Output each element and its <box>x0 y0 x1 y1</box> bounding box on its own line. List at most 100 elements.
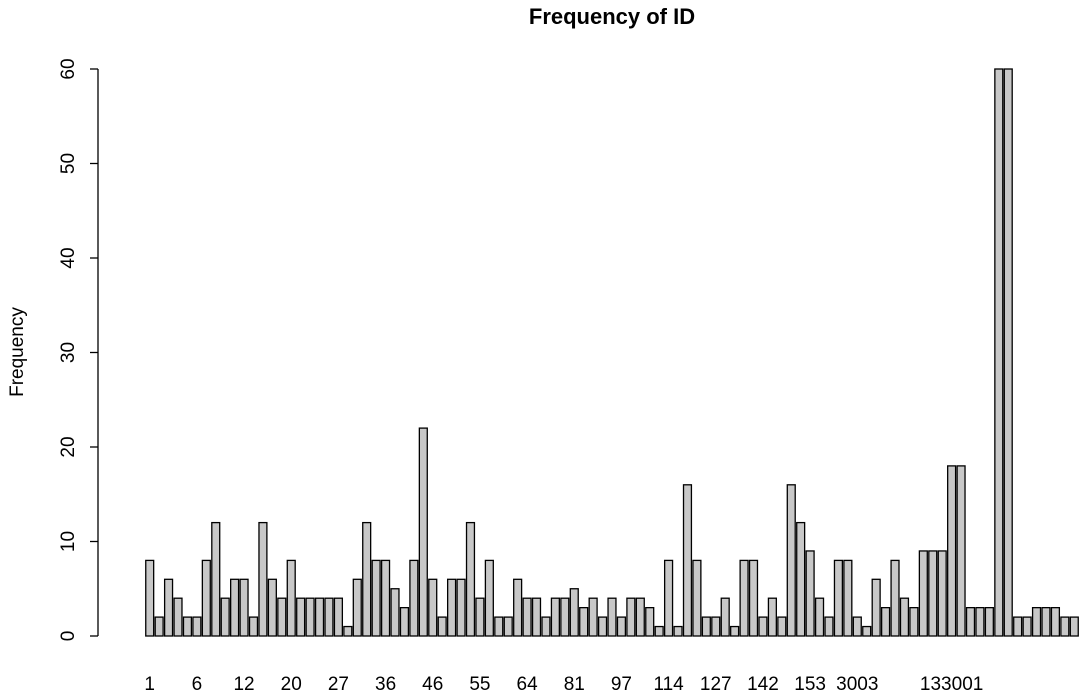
bar <box>258 521 268 637</box>
chart-title: Frequency of ID <box>529 4 695 29</box>
bar <box>1013 616 1023 637</box>
x-tick-label: 97 <box>611 674 632 695</box>
bar <box>475 597 485 637</box>
bar <box>663 559 674 637</box>
x-tick-label: 127 <box>700 674 732 695</box>
bar <box>494 616 504 637</box>
bar <box>843 559 853 637</box>
y-tick-label: 60 <box>58 58 79 79</box>
bar <box>880 607 891 637</box>
bar <box>550 597 560 637</box>
bar <box>390 588 400 637</box>
bar <box>928 550 938 637</box>
bar <box>220 597 230 637</box>
bar <box>296 597 306 637</box>
bar <box>824 616 834 637</box>
x-tick-label: 3003 <box>836 674 878 695</box>
bar <box>343 625 353 637</box>
x-tick-label: 6 <box>192 674 203 695</box>
bar <box>277 597 287 637</box>
bar <box>786 484 796 637</box>
bar <box>635 597 645 637</box>
bar <box>248 616 259 637</box>
bar <box>267 578 277 637</box>
bar <box>682 484 693 637</box>
y-tick-label: 10 <box>58 531 79 552</box>
bar <box>211 521 221 637</box>
bar <box>418 427 428 637</box>
bar <box>909 607 919 637</box>
bar <box>758 616 768 637</box>
bar <box>748 559 759 637</box>
bar <box>937 550 947 637</box>
bar <box>154 616 164 637</box>
bar <box>145 559 155 637</box>
bar <box>588 597 598 637</box>
bar <box>692 559 702 637</box>
bar <box>673 625 683 637</box>
bar <box>465 521 476 637</box>
bar <box>333 597 344 637</box>
bar <box>1069 616 1079 637</box>
y-tick-label: 40 <box>58 247 79 268</box>
bar <box>437 616 447 637</box>
bar <box>890 559 900 637</box>
bar <box>739 559 749 637</box>
bar <box>626 597 636 637</box>
x-tick-label: 81 <box>564 674 585 695</box>
bar <box>947 465 957 637</box>
bar <box>522 597 532 637</box>
bar <box>239 578 249 637</box>
bar <box>1031 607 1042 637</box>
x-tick-label: 114 <box>653 674 684 695</box>
bar <box>503 616 513 637</box>
bar <box>314 597 325 637</box>
x-tick-label: 27 <box>328 674 349 695</box>
bar <box>654 625 664 637</box>
x-tick-label: 64 <box>517 674 539 695</box>
bar <box>1041 607 1051 637</box>
y-axis: 0 10 20 30 40 50 60 <box>58 58 99 642</box>
bar <box>711 616 721 637</box>
bar <box>541 616 551 637</box>
x-tick-label: 12 <box>233 674 254 695</box>
bar <box>767 597 777 637</box>
bar <box>975 607 985 637</box>
bar <box>994 68 1004 637</box>
bar <box>965 607 976 637</box>
x-tick-label: 1 <box>144 674 155 695</box>
x-tick-label: 142 <box>747 674 779 695</box>
bar <box>730 625 740 637</box>
bar <box>616 616 627 637</box>
bars <box>145 68 1079 637</box>
y-tick-label: 0 <box>58 631 79 642</box>
bar <box>173 597 183 637</box>
bar <box>1003 68 1013 637</box>
x-tick-label: 133001 <box>920 674 983 695</box>
bar <box>182 616 193 637</box>
bar <box>607 597 617 637</box>
bar <box>513 578 523 637</box>
bar <box>899 597 910 637</box>
y-tick-label: 20 <box>58 436 79 457</box>
bar <box>579 607 589 637</box>
bar <box>192 616 202 637</box>
bar <box>720 597 730 637</box>
bar <box>569 588 579 637</box>
bar <box>456 578 466 637</box>
bar <box>286 559 296 637</box>
bar <box>597 616 608 637</box>
bar <box>371 559 381 637</box>
y-tick-label: 50 <box>58 153 79 174</box>
bar <box>814 597 825 637</box>
x-tick-label: 36 <box>375 674 396 695</box>
bar <box>324 597 334 637</box>
bar <box>201 559 211 637</box>
bar <box>862 625 872 637</box>
x-tick-label: 55 <box>469 674 490 695</box>
bar <box>777 616 787 637</box>
bar <box>380 559 391 637</box>
bar <box>1050 607 1061 637</box>
bar <box>984 607 994 637</box>
